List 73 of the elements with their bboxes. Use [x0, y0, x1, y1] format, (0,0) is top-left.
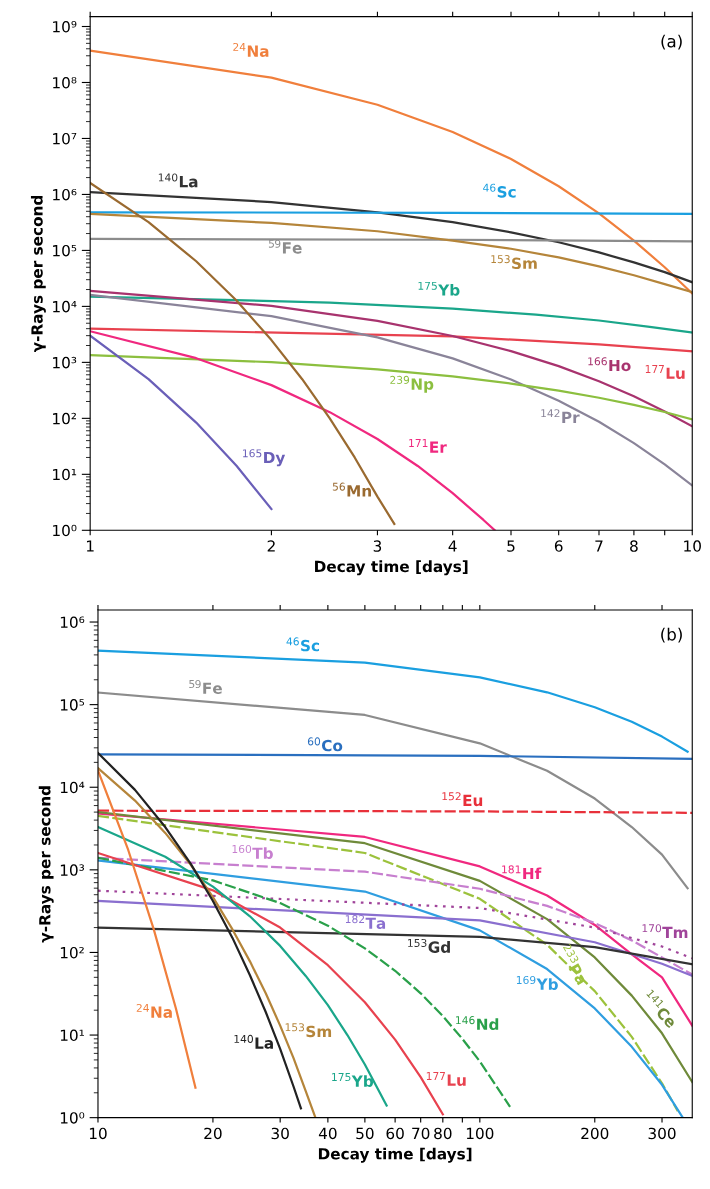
series-label: $^{182}$Ta [345, 915, 386, 930]
series-label: $^{153}$Gd [408, 938, 450, 953]
x-axis-title: Decay time [days] [318, 1147, 472, 1163]
x-tick-label: 80 [434, 1127, 452, 1140]
y-tick-label: 10⁴ [53, 300, 77, 313]
series-label: $^{171}$Er [409, 439, 447, 453]
x-tick-label: 20 [204, 1127, 222, 1140]
y-tick-label: 10² [53, 412, 77, 425]
series-label: $^{140}$La [234, 1034, 273, 1049]
x-tick-label: 6 [554, 540, 563, 552]
annotation: (a) [661, 34, 682, 50]
y-tick-label: 10⁵ [53, 244, 77, 257]
x-tick-label: 100 [466, 1127, 494, 1140]
y-tick-label: 10¹ [60, 1029, 84, 1042]
y-tick-label: 10¹ [53, 468, 77, 481]
annotation: (b) [661, 627, 682, 643]
x-tick-label: 10 [89, 1127, 107, 1140]
x-tick-label: 1 [86, 540, 94, 552]
series-label: $^{60}$Co [307, 737, 343, 752]
series-label: $^{169}$Yb [516, 975, 558, 990]
series-label: $^{24}$Na [136, 1003, 172, 1018]
x-tick-label: 7 [595, 540, 603, 552]
series-label: $^{46}$Sc [483, 183, 516, 198]
y-tick-label: 10⁶ [60, 616, 85, 629]
series-label: $^{160}$Tb [232, 844, 273, 859]
x-tick-label: 50 [356, 1127, 374, 1140]
series-label: $^{175}$Yb [418, 281, 460, 296]
x-axis-title: Decay time [days] [315, 560, 468, 576]
y-tick-label: 10⁷ [53, 132, 77, 145]
series-label: $^{59}$Fe [268, 239, 302, 254]
y-tick-label: 10⁸ [53, 76, 77, 89]
x-tick-label: 200 [581, 1127, 609, 1140]
series-label: $^{59}$Fe [189, 679, 222, 694]
series-label: $^{142}$Pr [541, 409, 580, 423]
x-tick-label: 3 [373, 540, 382, 552]
series-label: $^{239}$Np [390, 375, 434, 393]
series-label: $^{24}$Na [233, 42, 269, 57]
series-label: $^{181}$Hf [502, 865, 542, 880]
y-tick-label: 10⁰ [60, 1112, 85, 1124]
y-tick-label: 10² [60, 946, 84, 959]
series-label: $^{152}$Eu [442, 792, 483, 807]
series-label: $^{46}$Sc [286, 637, 320, 652]
y-axis-title: γ-Rays per second [38, 786, 54, 943]
series-label: $^{153}$Sm [491, 255, 537, 270]
x-tick-label: 5 [507, 540, 515, 552]
series-label: $^{177}$Lu [426, 1072, 466, 1086]
series-label: $^{153}$Sm [285, 1023, 332, 1038]
x-tick-label: 300 [648, 1127, 676, 1140]
series-label: $^{146}$Nd [456, 1016, 499, 1031]
y-tick-label: 10³ [53, 356, 77, 369]
series-label: $^{166}$Ho [588, 357, 631, 372]
series-label: $^{170}$Tm [642, 924, 688, 938]
y-tick-label: 10⁴ [60, 781, 85, 794]
x-tick-label: 2 [267, 540, 275, 552]
y-tick-label: 10⁵ [60, 699, 85, 711]
series-label: $^{140}$La [158, 173, 198, 188]
x-tick-label: 4 [448, 540, 457, 552]
series-label: $^{165}$Dy [243, 449, 286, 467]
series-label: $^{56}$Mn [332, 482, 371, 497]
x-tick-label: 8 [630, 540, 638, 552]
series-label: $^{175}$Yb [332, 1073, 374, 1087]
y-tick-label: 10⁶ [53, 188, 77, 201]
x-tick-label: 40 [318, 1127, 337, 1140]
series-label: $^{177}$Lu [645, 365, 685, 379]
text: $^{141}$Ce [641, 989, 680, 1029]
y-tick-label: 10⁹ [53, 20, 77, 33]
y-axis-title: γ-Rays per second [30, 195, 46, 353]
x-tick-label: 30 [271, 1127, 289, 1140]
x-tick-label: 60 [386, 1127, 404, 1140]
x-tick-label: 10 [684, 540, 701, 552]
x-tick-label: 70 [412, 1127, 430, 1140]
y-tick-label: 10³ [60, 864, 85, 876]
y-tick-label: 10⁰ [53, 524, 77, 537]
